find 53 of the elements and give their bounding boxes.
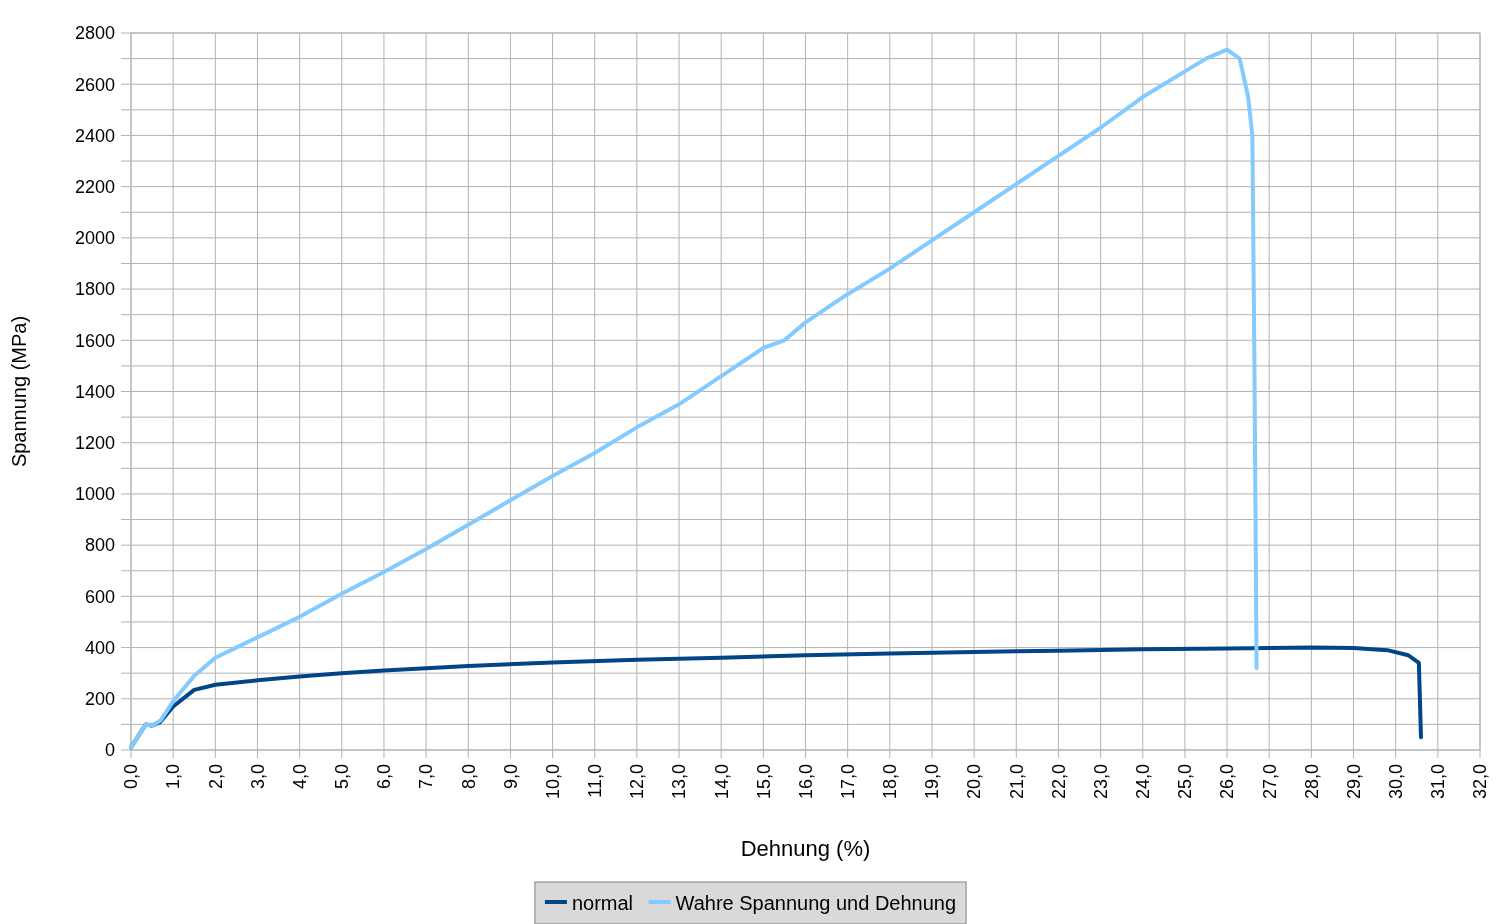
x-tick-label: 17,0 <box>837 764 858 800</box>
x-tick-label: 0,0 <box>121 764 142 790</box>
x-tick-label: 1,0 <box>163 764 184 790</box>
x-axis-title: Dehnung (%) <box>740 836 871 861</box>
y-tick-label: 400 <box>84 637 115 658</box>
x-tick-label: 28,0 <box>1301 764 1322 800</box>
x-tick-label: 18,0 <box>880 764 901 800</box>
x-tick-label: 20,0 <box>964 764 985 800</box>
x-tick-label: 3,0 <box>247 764 268 790</box>
x-tick-label: 10,0 <box>542 764 563 800</box>
x-tick-label: 8,0 <box>458 764 479 790</box>
x-tick-label: 12,0 <box>627 764 648 800</box>
x-tick-label: 6,0 <box>374 764 395 790</box>
line-series <box>129 47 1259 750</box>
y-tick-label: 200 <box>84 689 115 710</box>
x-tick-label: 15,0 <box>753 764 774 800</box>
y-tick-label: 1600 <box>74 330 115 351</box>
y-tick-label: 1400 <box>74 381 115 402</box>
y-tick-label: 2600 <box>74 74 115 95</box>
x-tick-label: 11,0 <box>585 764 606 798</box>
x-tick-label: 26,0 <box>1217 764 1238 800</box>
x-tick-label: 16,0 <box>795 764 816 800</box>
x-tick-label: 25,0 <box>1175 764 1196 800</box>
y-tick-label: 2800 <box>74 23 115 44</box>
legend-label: Wahre Spannung und Dehnung <box>675 892 957 914</box>
x-tick-label: 24,0 <box>1133 764 1154 800</box>
x-tick-label: 5,0 <box>332 764 353 790</box>
x-tick-label: 4,0 <box>289 764 310 790</box>
x-tick-label: 22,0 <box>1048 764 1069 800</box>
x-tick-label: 13,0 <box>669 764 690 800</box>
x-tick-label: 31,0 <box>1428 764 1449 800</box>
y-tick-label: 1800 <box>74 279 115 300</box>
y-tick-label: 800 <box>84 535 115 556</box>
y-tick-label: 2000 <box>74 228 115 249</box>
y-tick-label: 0 <box>104 740 115 761</box>
x-tick-label: 23,0 <box>1090 764 1111 800</box>
x-tick-label: 2,0 <box>205 764 226 790</box>
y-tick-label: 1200 <box>74 433 115 454</box>
y-tick-label: 1000 <box>74 484 115 505</box>
x-tick-label: 9,0 <box>500 764 521 790</box>
legend-label: normal <box>571 892 634 914</box>
y-tick-label: 2400 <box>74 125 115 146</box>
x-tick-label: 14,0 <box>711 764 732 800</box>
x-tick-label: 7,0 <box>416 764 437 790</box>
x-tick-label: 30,0 <box>1385 764 1406 800</box>
x-tick-label: 32,0 <box>1470 764 1491 800</box>
x-tick-label: 29,0 <box>1343 764 1364 800</box>
y-tick-label: 600 <box>84 586 115 607</box>
x-tick-label: 27,0 <box>1259 764 1280 800</box>
y-tick-label: 2200 <box>74 176 115 197</box>
x-tick-label: 21,0 <box>1006 764 1027 800</box>
y-axis-title: Spannung (MPa) <box>8 315 30 468</box>
x-tick-label: 19,0 <box>922 764 943 800</box>
